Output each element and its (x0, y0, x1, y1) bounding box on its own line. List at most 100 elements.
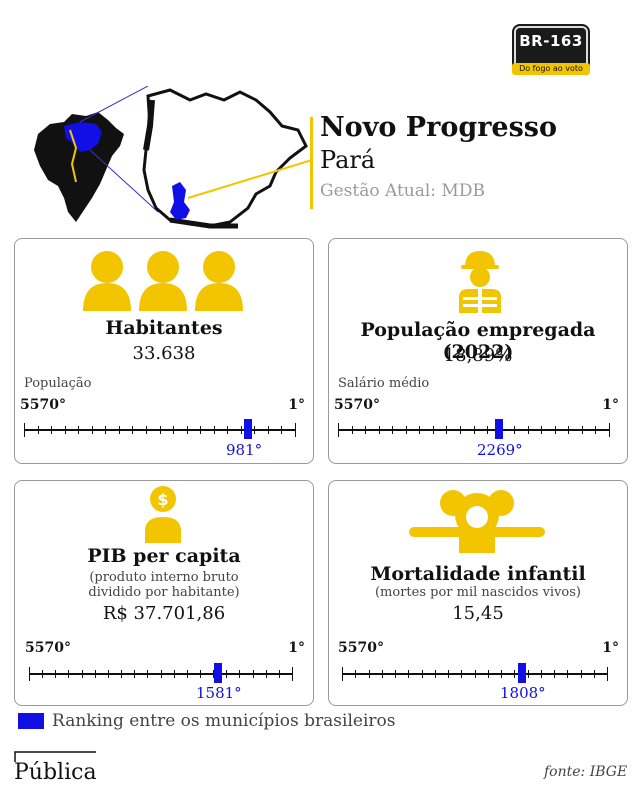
source-note: fonte: IBGE (544, 764, 628, 780)
scale-right-label: 1° (288, 640, 305, 656)
card-value: 15,45 (452, 603, 504, 624)
scale-tick (266, 670, 267, 678)
header-divider (310, 117, 313, 209)
scale-tick (281, 426, 282, 434)
scale-tick (254, 426, 255, 434)
scale-tick (241, 426, 242, 434)
municipality-highlight (170, 182, 190, 220)
scale-tick (38, 426, 39, 434)
para-highlight (64, 122, 102, 152)
scale-tick (395, 670, 396, 678)
location-map (34, 86, 313, 229)
scale-tick (514, 426, 515, 434)
scale-tick (108, 670, 109, 678)
scale-tick (382, 670, 383, 678)
scale-tick (554, 670, 555, 678)
scale-tick (474, 426, 475, 434)
scale-tick (105, 426, 106, 434)
brazil-map (34, 112, 124, 222)
rank-value: 2269° (477, 441, 523, 459)
ranking-scale (29, 663, 293, 685)
scale-tick (607, 667, 608, 681)
scale-tick (24, 423, 25, 437)
logo-plate-text: BR-163 (519, 32, 583, 50)
populacao-empregada-card: População empregada (2022) 18,89% Salári… (328, 238, 628, 464)
city-name: Novo Progresso (320, 112, 558, 143)
scale-tick (187, 426, 188, 434)
scale-tick (42, 670, 43, 678)
ranking-label: População (24, 376, 92, 391)
scale-tick (595, 426, 596, 434)
card-subtitle: (mortes por mil nascidos vivos) (374, 585, 582, 600)
scale-tick (78, 426, 79, 434)
scale-tick (448, 670, 449, 678)
ranking-label: Salário médio (338, 376, 430, 391)
scale-left-label: 5570° (334, 397, 380, 413)
scale-tick (460, 426, 461, 434)
publica-speech-mark (14, 751, 96, 762)
scale-tick (392, 426, 393, 434)
rank-marker (518, 663, 526, 683)
scale-tick (461, 670, 462, 678)
scale-left-label: 5570° (25, 640, 71, 656)
scale-tick (369, 670, 370, 678)
scale-tick (488, 670, 489, 678)
card-title: Habitantes (105, 317, 223, 339)
mortalidade-card: Mortalidade infantil (mortes por mil nas… (328, 480, 628, 706)
scale-tick (514, 670, 515, 678)
scale-tick (408, 670, 409, 678)
card-value: 18,89% (443, 345, 513, 366)
scale-tick (95, 670, 96, 678)
svg-text:$: $ (157, 490, 168, 509)
scale-tick (187, 670, 188, 678)
scale-tick (239, 670, 240, 678)
scale-tick (134, 670, 135, 678)
card-subtitle: dividido por habitante) (88, 585, 240, 600)
rank-value: 981° (226, 441, 263, 459)
state-name: Pará (320, 146, 376, 174)
card-subtitle: (produto interno bruto (89, 570, 239, 585)
scale-tick (68, 670, 69, 678)
publica-logo: Pública (14, 760, 97, 785)
scale-tick (292, 667, 293, 681)
ranking-scale (338, 419, 610, 441)
habitantes-card: Habitantes 33.638 População 5570° 1° 981… (14, 238, 314, 464)
rank-marker (214, 663, 222, 683)
card-title: População empregada (2022) (360, 319, 596, 363)
card-title: PIB per capita (87, 545, 241, 567)
scale-tick (582, 426, 583, 434)
logo-tagline: Do fogo ao voto (519, 64, 583, 73)
scale-tick (200, 670, 201, 678)
scale-tick (268, 426, 269, 434)
scale-tick (422, 670, 423, 678)
scale-tick (51, 426, 52, 434)
rank-marker (244, 419, 252, 439)
card-title: Mortalidade infantil (370, 563, 586, 585)
br163-logo: BR-163 Do fogo ao voto (512, 26, 590, 76)
scale-left-label: 5570° (20, 397, 66, 413)
scale-tick (528, 670, 529, 678)
scale-tick (147, 670, 148, 678)
scale-tick (213, 670, 214, 678)
scale-tick (338, 423, 339, 437)
scale-tick (160, 426, 161, 434)
scale-tick (609, 423, 610, 437)
scale-tick (541, 426, 542, 434)
scale-tick (92, 426, 93, 434)
scale-tick (365, 426, 366, 434)
scale-tick (541, 670, 542, 678)
scale-tick (132, 426, 133, 434)
scale-tick (55, 670, 56, 678)
scale-tick (173, 426, 174, 434)
rank-marker (495, 419, 503, 439)
legend-swatch (18, 713, 44, 729)
scale-tick (352, 426, 353, 434)
scale-tick (119, 426, 120, 434)
scale-tick (567, 670, 568, 678)
scale-tick (355, 670, 356, 678)
scale-tick (419, 426, 420, 434)
scale-right-label: 1° (602, 640, 619, 656)
scale-tick (29, 667, 30, 681)
para-state-map (142, 88, 308, 228)
scale-right-label: 1° (288, 397, 305, 413)
